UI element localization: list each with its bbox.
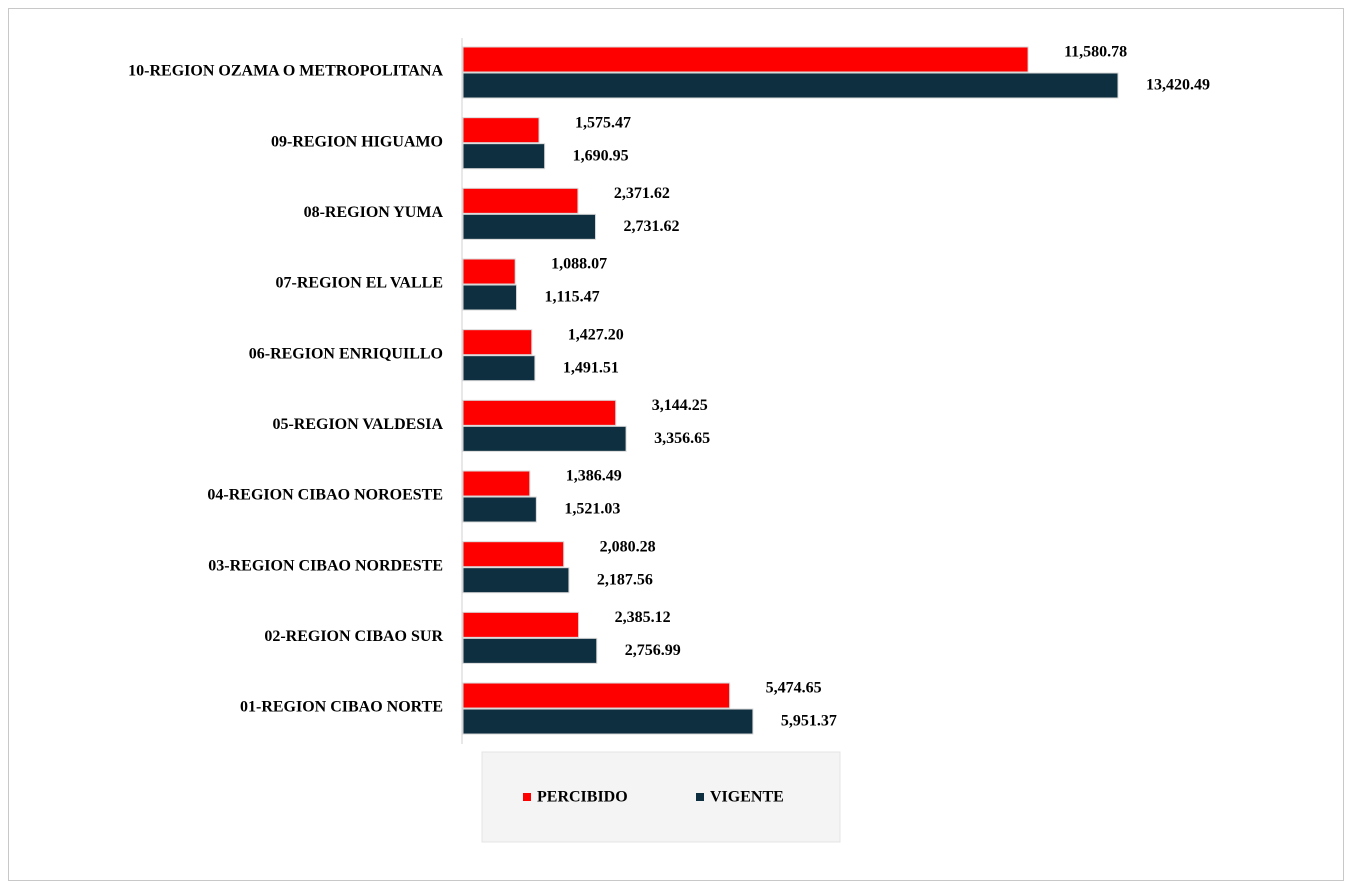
category-label: 08-REGION YUMA bbox=[304, 204, 444, 221]
category-label: 04-REGION CIBAO NOROESTE bbox=[207, 487, 443, 504]
bar bbox=[462, 567, 570, 594]
bar bbox=[462, 329, 533, 356]
data-label: 2,371.62 bbox=[614, 185, 670, 202]
bar bbox=[462, 143, 546, 170]
category-label: 05-REGION VALDESIA bbox=[272, 416, 443, 433]
category-label: 09-REGION HIGUAMO bbox=[271, 133, 443, 150]
chart-frame bbox=[8, 8, 1344, 881]
bar bbox=[462, 72, 1119, 99]
data-label: 2,080.28 bbox=[600, 538, 656, 555]
category-label: 06-REGION ENRIQUILLO bbox=[249, 345, 443, 362]
legend-label: PERCIBIDO bbox=[537, 789, 628, 806]
bar bbox=[462, 213, 597, 240]
data-label: 13,420.49 bbox=[1146, 77, 1210, 94]
data-label: 2,731.62 bbox=[624, 218, 680, 235]
legend-box bbox=[481, 751, 841, 843]
data-label: 2,756.99 bbox=[625, 642, 681, 659]
data-label: 3,356.65 bbox=[654, 430, 710, 447]
legend-label: VIGENTE bbox=[710, 789, 784, 806]
bar bbox=[462, 708, 754, 735]
category-label: 10-REGION OZAMA O METROPOLITANA bbox=[128, 63, 443, 80]
bar bbox=[462, 46, 1029, 73]
data-label: 1,491.51 bbox=[563, 359, 619, 376]
data-label: 1,386.49 bbox=[566, 468, 622, 485]
bar bbox=[462, 399, 617, 426]
bar bbox=[462, 470, 531, 497]
data-label: 11,580.78 bbox=[1064, 44, 1127, 61]
data-label: 5,951.37 bbox=[781, 713, 837, 730]
data-label: 2,385.12 bbox=[615, 609, 671, 626]
data-label: 1,575.47 bbox=[575, 114, 631, 131]
data-label: 2,187.56 bbox=[597, 571, 653, 588]
bar bbox=[462, 611, 580, 638]
data-label: 1,115.47 bbox=[545, 289, 600, 306]
bar bbox=[462, 258, 516, 285]
data-label: 1,690.95 bbox=[573, 147, 629, 164]
data-label: 3,144.25 bbox=[652, 397, 708, 414]
bar bbox=[462, 496, 537, 523]
bar bbox=[462, 117, 540, 144]
bar bbox=[462, 425, 627, 452]
bar bbox=[462, 187, 579, 214]
data-label: 1,427.20 bbox=[568, 326, 624, 343]
category-label: 03-REGION CIBAO NORDESTE bbox=[208, 557, 443, 574]
category-label: 07-REGION EL VALLE bbox=[276, 275, 443, 292]
bar bbox=[462, 637, 598, 664]
category-label: 01-REGION CIBAO NORTE bbox=[240, 699, 443, 716]
bar bbox=[462, 284, 518, 311]
category-label: 02-REGION CIBAO SUR bbox=[264, 628, 443, 645]
data-label: 5,474.65 bbox=[766, 680, 822, 697]
legend-swatch bbox=[523, 793, 531, 801]
data-label: 1,521.03 bbox=[564, 501, 620, 518]
data-label: 1,088.07 bbox=[551, 256, 607, 273]
bar bbox=[462, 541, 565, 568]
bar bbox=[462, 355, 536, 382]
bar bbox=[462, 682, 731, 709]
legend-swatch bbox=[696, 793, 704, 801]
